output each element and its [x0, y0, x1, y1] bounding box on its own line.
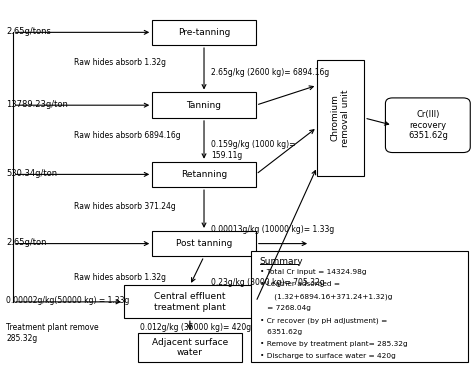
Text: 0.00002g/kg(50000 kg) = 1.33g: 0.00002g/kg(50000 kg) = 1.33g: [6, 296, 129, 305]
Text: Cr(III)
recovery
6351.62g: Cr(III) recovery 6351.62g: [408, 110, 448, 140]
Bar: [152, 19, 256, 45]
Text: 2.65g/kg (2600 kg)= 6894.16g: 2.65g/kg (2600 kg)= 6894.16g: [211, 68, 329, 77]
Bar: [251, 251, 468, 362]
Text: Retanning: Retanning: [181, 170, 227, 179]
Text: • Leather adsorbed =: • Leather adsorbed =: [260, 281, 339, 287]
Bar: [138, 333, 242, 362]
Text: • Total Cr input = 14324.98g: • Total Cr input = 14324.98g: [260, 269, 366, 275]
Text: • Discharge to surface water = 420g: • Discharge to surface water = 420g: [260, 353, 395, 359]
Bar: [152, 231, 256, 256]
Text: = 7268.04g: = 7268.04g: [260, 305, 310, 311]
Text: Tanning: Tanning: [186, 101, 221, 110]
Text: Raw hides absorb 371.24g: Raw hides absorb 371.24g: [74, 202, 176, 211]
Text: • Cr recover (by pH adjustment) =: • Cr recover (by pH adjustment) =: [260, 317, 387, 324]
Text: 2.65g/tons: 2.65g/tons: [6, 27, 51, 36]
Bar: [152, 92, 256, 118]
Text: 0.23g/kg (3000 kg)= 705.32g: 0.23g/kg (3000 kg)= 705.32g: [211, 278, 325, 287]
Text: Central effluent
treatment plant: Central effluent treatment plant: [154, 292, 226, 312]
Text: 530.34g/ton: 530.34g/ton: [6, 169, 57, 178]
Text: Chromium
removal unit: Chromium removal unit: [331, 89, 350, 147]
Text: (1.32+6894.16+371.24+1.32)g: (1.32+6894.16+371.24+1.32)g: [260, 293, 392, 299]
Text: 2.65g/ton: 2.65g/ton: [6, 239, 46, 247]
Text: Post tanning: Post tanning: [176, 239, 232, 248]
Text: Adjacent surface
water: Adjacent surface water: [152, 338, 228, 357]
Bar: [317, 60, 364, 176]
Text: Summary: Summary: [260, 257, 303, 266]
Text: Treatment plant remove
285.32g: Treatment plant remove 285.32g: [6, 323, 99, 342]
Text: Pre-tanning: Pre-tanning: [178, 28, 230, 37]
FancyBboxPatch shape: [385, 98, 470, 153]
Text: 13789.23g/ton: 13789.23g/ton: [6, 100, 68, 109]
Text: 0.012g/kg (35000 kg)= 420g: 0.012g/kg (35000 kg)= 420g: [140, 323, 252, 332]
Text: • Remove by treatment plant= 285.32g: • Remove by treatment plant= 285.32g: [260, 341, 407, 347]
Text: Raw hides absorb 6894.16g: Raw hides absorb 6894.16g: [74, 131, 181, 140]
Text: 6351.62g: 6351.62g: [260, 329, 302, 335]
Bar: [152, 161, 256, 187]
Text: 0.00013g/kg (10000 kg)= 1.33g: 0.00013g/kg (10000 kg)= 1.33g: [211, 225, 334, 233]
Text: Raw hides absorb 1.32g: Raw hides absorb 1.32g: [74, 273, 166, 282]
Text: Raw hides absorb 1.32g: Raw hides absorb 1.32g: [74, 58, 166, 67]
Bar: [124, 286, 256, 318]
Text: 0.159g/kg (1000 kg)=
159.11g: 0.159g/kg (1000 kg)= 159.11g: [211, 140, 296, 160]
